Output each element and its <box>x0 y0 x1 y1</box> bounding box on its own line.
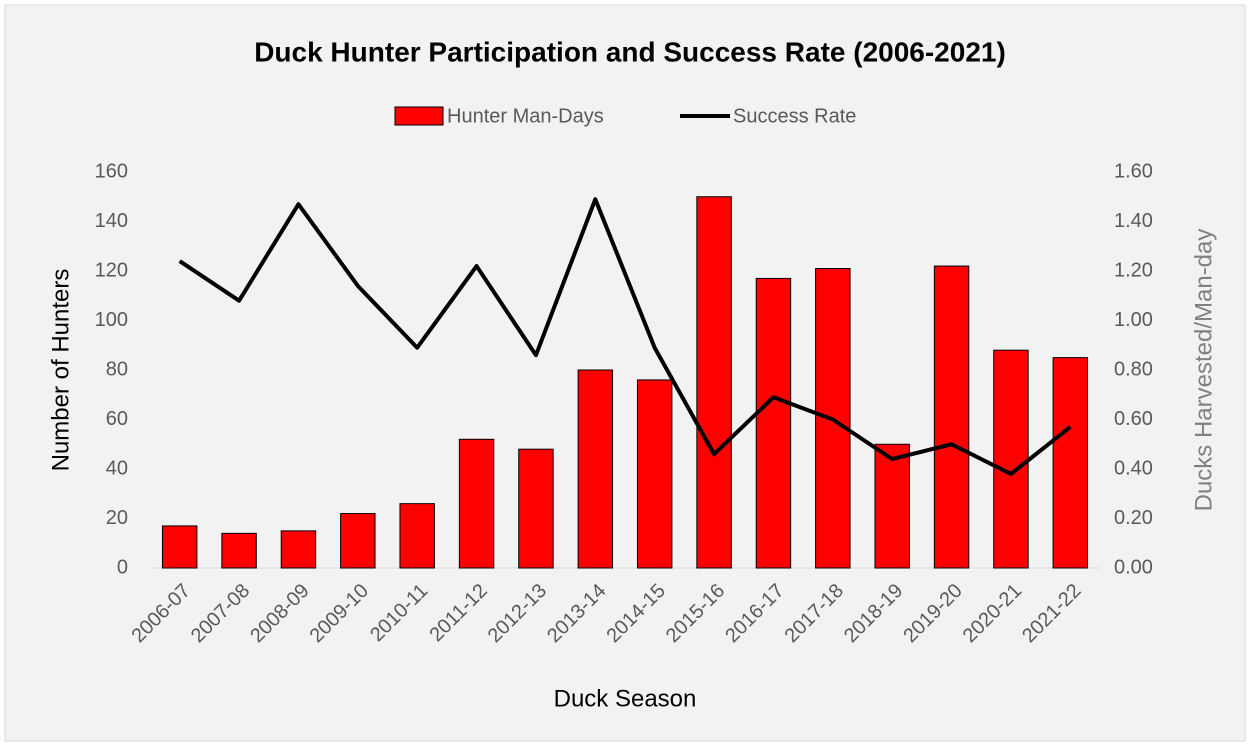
bar <box>874 443 910 569</box>
legend-label: Success Rate <box>733 105 856 127</box>
background <box>4 4 1246 742</box>
y-tick-label: 100 <box>95 309 128 331</box>
bar <box>399 503 435 569</box>
y-tick-label: 20 <box>106 507 128 529</box>
bar <box>993 349 1029 569</box>
legend-swatch <box>394 106 444 126</box>
bar <box>340 513 376 569</box>
y-tick-label: 60 <box>106 408 128 430</box>
legend-label: Hunter Man-Days <box>447 105 604 127</box>
y2-tick-label: 0.60 <box>1114 408 1153 430</box>
y2-tick-label: 1.40 <box>1114 210 1153 232</box>
y2-axis-title: Ducks Harvested/Man-day <box>1190 229 1217 512</box>
y-tick-label: 0 <box>117 556 128 578</box>
y2-tick-label: 0.80 <box>1114 358 1153 380</box>
bar <box>221 532 257 569</box>
y-tick-label: 80 <box>106 358 128 380</box>
bar <box>636 379 673 569</box>
bar <box>577 369 614 569</box>
bar <box>696 196 732 569</box>
y2-tick-label: 1.00 <box>1114 309 1153 331</box>
y-axis-title: Number of Hunters <box>47 269 74 472</box>
y-tick-label: 160 <box>95 160 128 182</box>
bar <box>755 277 792 569</box>
line <box>178 197 1072 476</box>
y-tick-label: 40 <box>106 457 128 479</box>
y2-tick-label: 1.20 <box>1114 259 1153 281</box>
y2-tick-label: 1.60 <box>1114 160 1153 182</box>
chart-title: Duck Hunter Participation and Success Ra… <box>254 36 1006 67</box>
y2-tick-label: 0.00 <box>1114 556 1153 578</box>
y2-tick-label: 0.20 <box>1114 507 1153 529</box>
x-axis-title: Duck Season <box>554 685 697 712</box>
bar <box>280 530 317 569</box>
bar <box>518 448 554 569</box>
bar <box>161 525 198 569</box>
y-tick-label: 120 <box>95 259 128 281</box>
bar <box>933 265 970 569</box>
bar <box>1052 357 1089 569</box>
y-tick-label: 140 <box>95 210 128 232</box>
bar <box>458 438 495 569</box>
y2-tick-label: 0.40 <box>1114 457 1153 479</box>
